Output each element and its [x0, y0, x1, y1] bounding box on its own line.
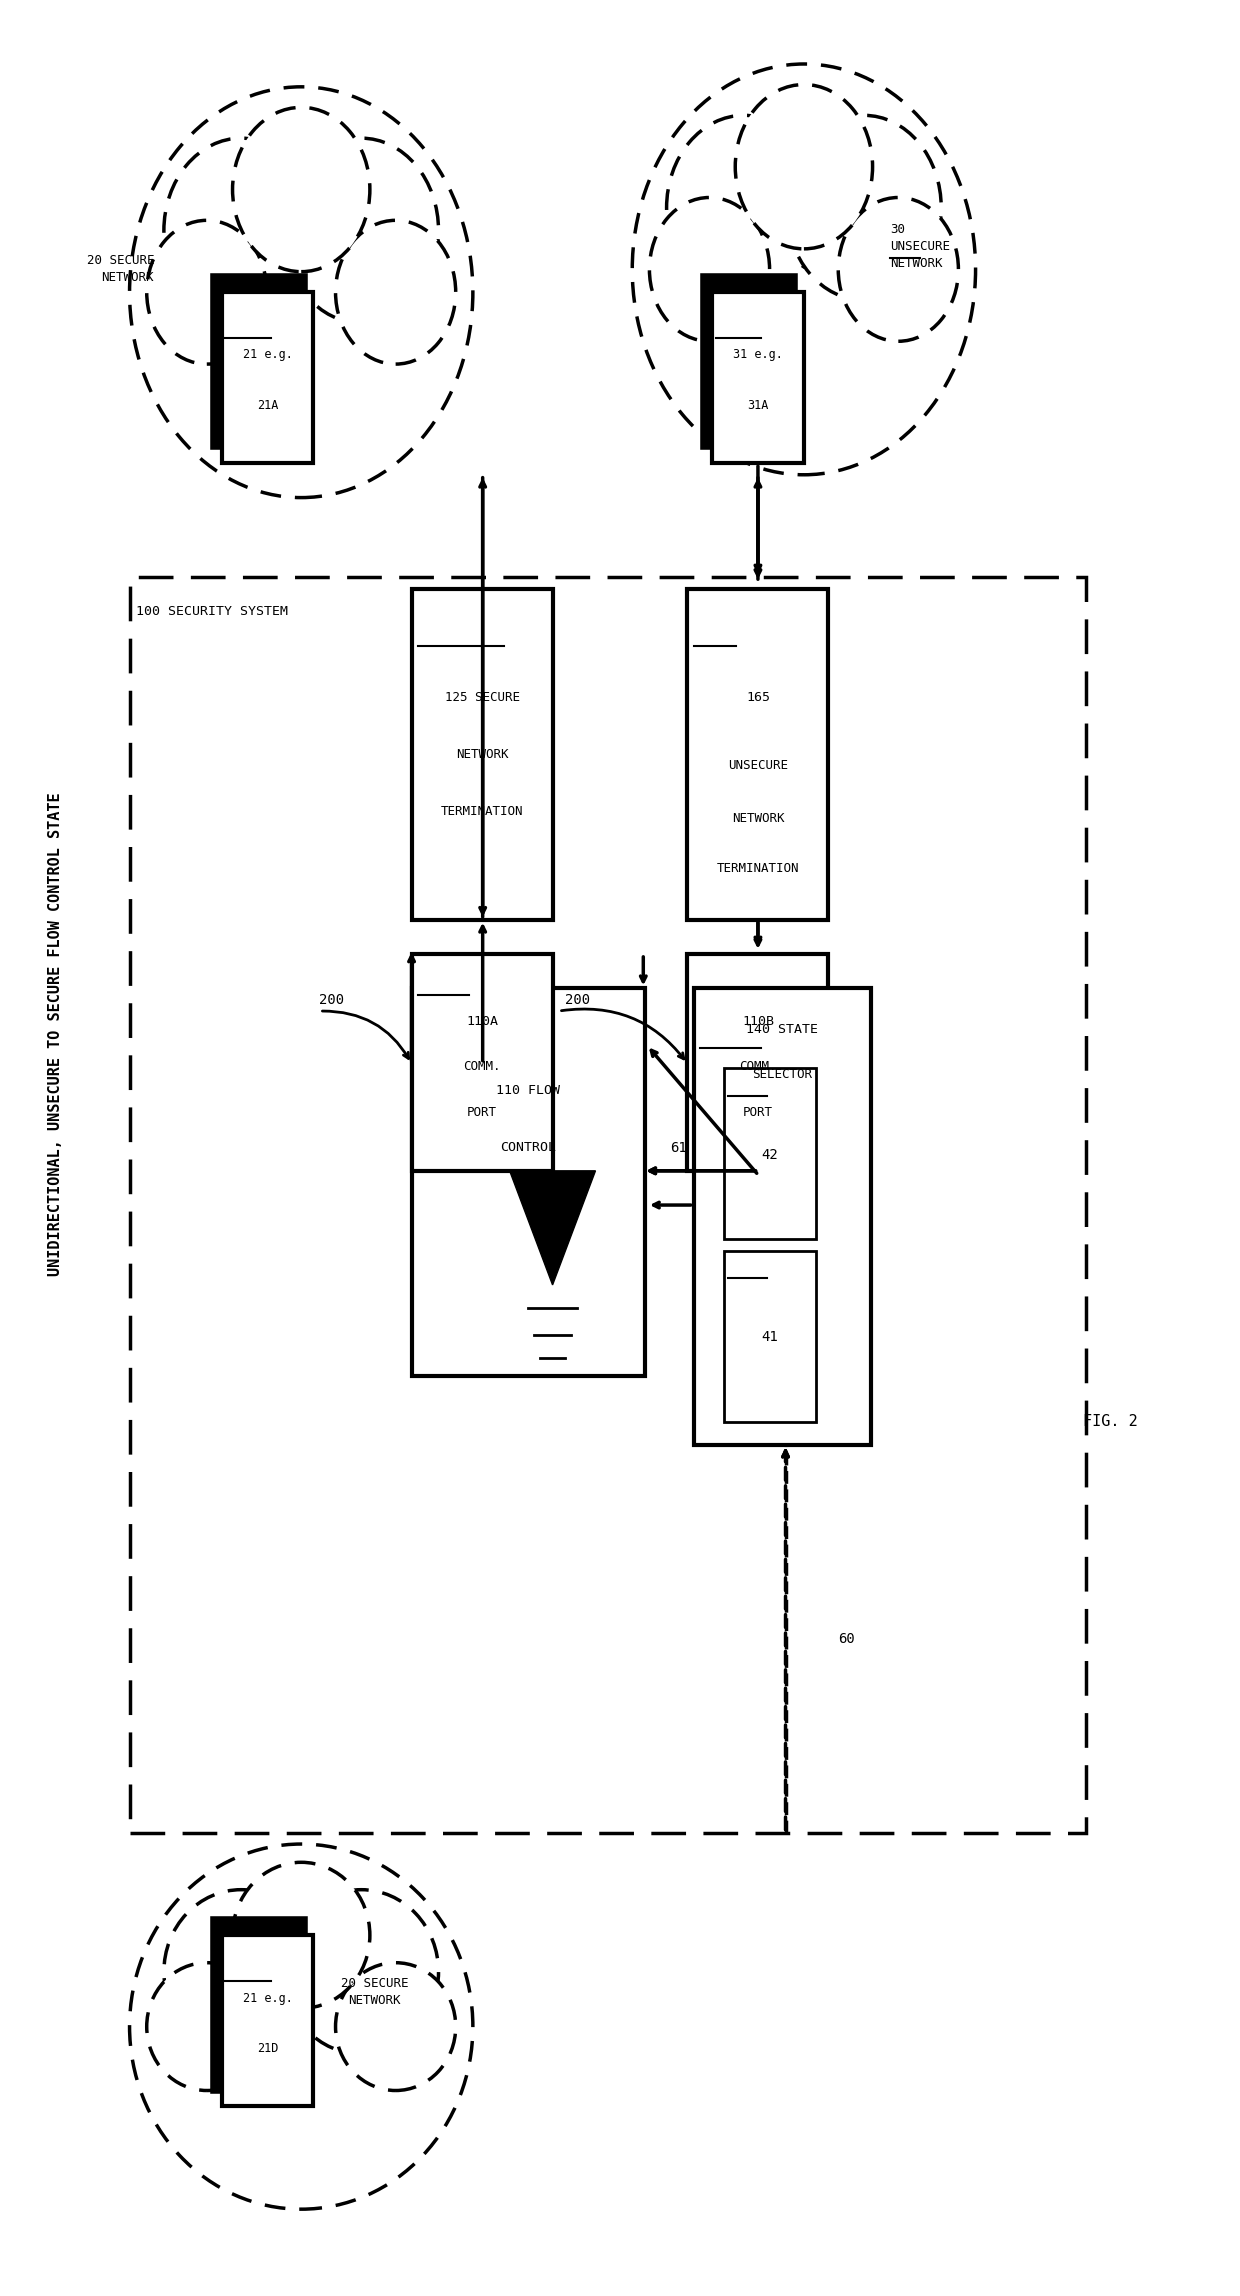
Text: 20 SECURE
NETWORK: 20 SECURE NETWORK: [87, 255, 154, 285]
Text: NETWORK: NETWORK: [456, 748, 508, 760]
Text: PORT: PORT: [467, 1107, 497, 1118]
Text: UNIDIRECTIONAL, UNSECURE TO SECURE FLOW CONTROL STATE: UNIDIRECTIONAL, UNSECURE TO SECURE FLOW …: [48, 792, 63, 1277]
Ellipse shape: [146, 220, 267, 365]
Text: 31A: 31A: [748, 400, 769, 411]
Text: 60: 60: [838, 1632, 856, 1646]
Ellipse shape: [786, 115, 941, 301]
Text: 110B: 110B: [742, 1015, 774, 1029]
Ellipse shape: [650, 197, 770, 342]
Ellipse shape: [336, 220, 456, 365]
Bar: [412, 987, 645, 1375]
Ellipse shape: [632, 64, 976, 475]
Ellipse shape: [284, 1890, 439, 2055]
Text: CONTROL: CONTROL: [500, 1141, 556, 1155]
Ellipse shape: [667, 115, 821, 301]
Ellipse shape: [284, 138, 439, 324]
Ellipse shape: [735, 85, 873, 248]
Text: 125 SECURE: 125 SECURE: [445, 691, 520, 705]
Text: 31 e.g.: 31 e.g.: [733, 349, 782, 360]
Text: TERMINATION: TERMINATION: [717, 861, 800, 875]
Ellipse shape: [129, 1844, 472, 2209]
Bar: [724, 1251, 816, 1421]
Bar: [412, 588, 553, 921]
Ellipse shape: [164, 1890, 319, 2055]
Text: 20 SECURE
NETWORK: 20 SECURE NETWORK: [341, 1977, 408, 2007]
Bar: [703, 276, 795, 448]
Polygon shape: [510, 1171, 595, 1286]
Text: TERMINATION: TERMINATION: [440, 806, 523, 817]
Bar: [412, 955, 553, 1171]
Text: 165: 165: [746, 691, 770, 705]
Bar: [724, 1068, 816, 1240]
Text: NETWORK: NETWORK: [732, 813, 784, 824]
Text: 110A: 110A: [466, 1015, 498, 1029]
Text: COMM.: COMM.: [739, 1061, 776, 1075]
Ellipse shape: [838, 197, 959, 342]
Bar: [687, 955, 828, 1171]
Text: 21 e.g.: 21 e.g.: [243, 1991, 293, 2004]
Ellipse shape: [233, 1862, 370, 2009]
Text: 21D: 21D: [257, 2041, 278, 2055]
Bar: [213, 276, 305, 448]
Text: PORT: PORT: [743, 1107, 773, 1118]
Bar: [129, 579, 1086, 1832]
Text: 42: 42: [761, 1148, 777, 1162]
Text: 41: 41: [761, 1329, 777, 1345]
Ellipse shape: [129, 87, 472, 498]
Bar: [222, 1936, 314, 2105]
Text: 110 FLOW: 110 FLOW: [496, 1084, 560, 1097]
Text: UNSECURE: UNSECURE: [728, 760, 787, 771]
Text: 30
UNSECURE
NETWORK: 30 UNSECURE NETWORK: [890, 223, 950, 271]
Ellipse shape: [164, 138, 319, 324]
Bar: [687, 588, 828, 921]
Bar: [712, 292, 804, 464]
Text: COMM.: COMM.: [464, 1061, 501, 1075]
Bar: [213, 1919, 305, 2092]
Text: FIG. 2: FIG. 2: [1083, 1414, 1138, 1430]
Bar: [693, 987, 872, 1444]
Text: 200: 200: [564, 992, 590, 1006]
Text: SELECTOR: SELECTOR: [753, 1068, 812, 1081]
Text: 200: 200: [320, 992, 345, 1006]
Text: 140 STATE: 140 STATE: [746, 1022, 818, 1035]
Ellipse shape: [233, 108, 370, 271]
Text: 21A: 21A: [257, 400, 278, 411]
Bar: [222, 292, 314, 464]
Ellipse shape: [336, 1963, 456, 2092]
Ellipse shape: [146, 1963, 267, 2092]
Text: 21 e.g.: 21 e.g.: [243, 349, 293, 360]
Text: 100 SECURITY SYSTEM: 100 SECURITY SYSTEM: [135, 606, 288, 618]
Text: 61: 61: [671, 1141, 687, 1155]
